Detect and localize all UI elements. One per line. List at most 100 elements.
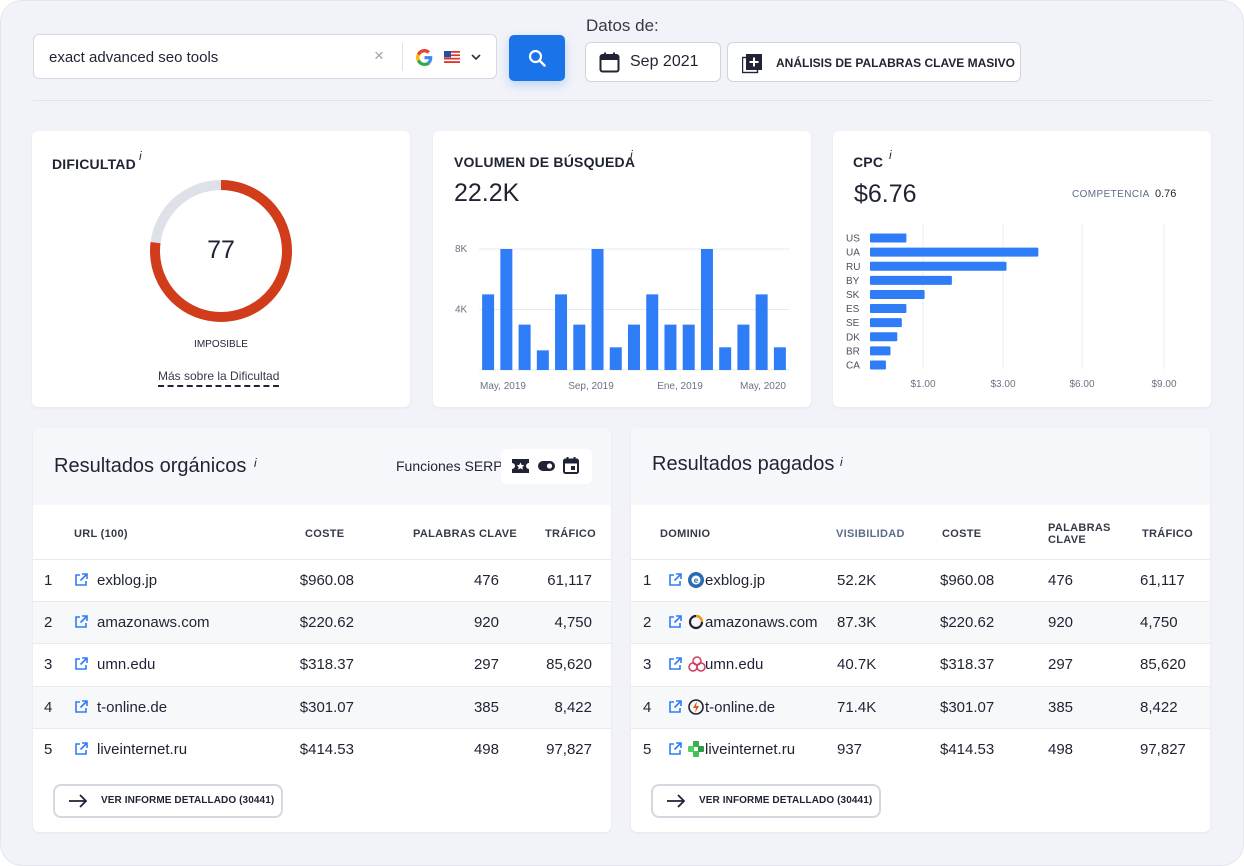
external-link-icon[interactable] — [74, 699, 88, 719]
table-row[interactable] — [33, 727, 611, 770]
difficulty-value: 77 — [207, 236, 235, 264]
result-domain[interactable]: exblog.jp — [705, 572, 766, 589]
keywords-value: 498 — [473, 740, 499, 758]
result-url[interactable]: umn.edu — [97, 656, 156, 674]
serp-features-group[interactable] — [501, 449, 592, 484]
volume-value: 22.2K — [454, 179, 520, 207]
keywords-value: 498 — [1048, 740, 1074, 758]
arrow-right-icon — [667, 794, 686, 808]
external-link-icon[interactable] — [74, 741, 88, 761]
paid-title: Resultados pagados — [652, 453, 835, 475]
calendar-icon — [599, 52, 620, 73]
info-icon[interactable]: i — [139, 149, 142, 163]
col-traffic[interactable]: TRÁFICO — [545, 528, 596, 540]
traffic-value: 85,620 — [1140, 656, 1186, 674]
external-link-icon[interactable] — [74, 615, 88, 634]
cost-value: $220.62 — [299, 614, 354, 632]
col-cost[interactable]: COSTE — [305, 528, 345, 540]
row-number: 4 — [643, 698, 652, 716]
external-link-icon[interactable] — [74, 573, 88, 592]
volume-bar — [755, 294, 768, 370]
result-url[interactable]: t-online.de — [97, 698, 168, 716]
toggle-icon[interactable] — [538, 461, 555, 471]
external-link-icon[interactable] — [668, 741, 682, 761]
table-row[interactable] — [33, 601, 611, 644]
x-tick-label: May, 2019 — [480, 381, 526, 392]
table-row[interactable] — [631, 727, 1210, 770]
col-traffic[interactable]: TRÁFICO — [1142, 528, 1193, 540]
difficulty-more-link[interactable]: Más sobre la Dificultad — [158, 369, 280, 387]
report-button-label: VER INFORME DETALLADO (30441) — [101, 795, 275, 806]
cpc-bar — [870, 247, 1039, 257]
table-row[interactable] — [631, 601, 1210, 644]
external-link-icon[interactable] — [74, 657, 88, 676]
us-flag-icon[interactable] — [444, 51, 460, 63]
result-url[interactable]: liveinternet.ru — [97, 740, 188, 758]
result-url[interactable]: amazonaws.com — [97, 614, 210, 632]
cpc-bar — [870, 233, 907, 243]
country-label: DK — [846, 332, 860, 343]
result-domain[interactable]: amazonaws.com — [705, 614, 818, 632]
date-label: Datos de: — [586, 16, 659, 35]
country-label: BR — [846, 346, 860, 357]
bulk-keyword-analysis-button[interactable]: ANÁLISIS DE PALABRAS CLAVE MASIVO — [727, 42, 1021, 82]
calendar-icon[interactable] — [563, 457, 579, 474]
keywords-value: 385 — [1048, 698, 1074, 716]
search-button[interactable] — [509, 35, 565, 81]
info-icon[interactable]: i — [840, 455, 843, 469]
row-number: 5 — [643, 740, 652, 758]
date-selector[interactable]: Sep 2021 — [585, 42, 721, 82]
cost-value: $414.53 — [940, 740, 995, 758]
row-number: 3 — [44, 656, 53, 674]
col-keywords[interactable]: PALABRAS CLAVE — [413, 528, 518, 540]
visibility-value: 40.7K — [837, 656, 877, 674]
result-domain[interactable]: umn.edu — [705, 656, 764, 674]
paid-detailed-report-button[interactable]: VER INFORME DETALLADO (30441) — [651, 784, 881, 818]
col-url[interactable]: URL (100) — [74, 528, 128, 540]
volume-bar-chart: 8K 4K May, 2019 Sep, 2019 Ene, 2019 May, 2020 — [455, 244, 789, 392]
ticket-icon[interactable] — [512, 459, 529, 473]
keyword-search-field[interactable]: exact advanced seo tools × — [33, 34, 497, 79]
volume-bar — [737, 324, 750, 370]
google-icon[interactable] — [416, 49, 433, 66]
col-domain[interactable]: DOMINIO — [660, 528, 711, 540]
table-row[interactable] — [631, 643, 1210, 686]
keywords-value: 476 — [1048, 572, 1074, 589]
table-row[interactable] — [33, 685, 611, 728]
col-cost[interactable]: COSTE — [942, 528, 982, 540]
result-domain[interactable]: t-online.de — [705, 698, 776, 716]
col-keywords-line2[interactable]: CLAVE — [1048, 534, 1086, 546]
volume-bar — [682, 324, 695, 370]
info-icon[interactable]: i — [889, 148, 892, 162]
table-row[interactable] — [33, 559, 611, 602]
visibility-value: 937 — [837, 740, 863, 758]
external-link-icon[interactable] — [668, 615, 682, 634]
external-link-icon[interactable] — [668, 657, 682, 676]
row-number: 2 — [44, 614, 53, 632]
organic-detailed-report-button[interactable]: VER INFORME DETALLADO (30441) — [53, 784, 283, 818]
chevron-down-icon[interactable] — [471, 54, 481, 61]
table-row[interactable] — [33, 643, 611, 686]
info-icon[interactable]: i — [630, 148, 633, 162]
cpc-value: $6.76 — [854, 180, 917, 208]
report-button-label: VER INFORME DETALLADO (30441) — [699, 795, 873, 806]
cost-value: $960.08 — [940, 572, 995, 589]
col-keywords-line1[interactable]: PALABRAS — [1048, 522, 1111, 534]
external-link-icon[interactable] — [668, 573, 682, 592]
table-row[interactable] — [631, 685, 1210, 728]
keywords-value: 920 — [1048, 614, 1074, 632]
row-divider — [631, 559, 1210, 560]
cpc-title: CPC — [853, 154, 884, 170]
result-url[interactable]: exblog.jp — [97, 572, 158, 589]
external-link-icon[interactable] — [668, 699, 682, 719]
clear-icon[interactable]: × — [374, 46, 384, 65]
search-input[interactable]: exact advanced seo tools — [49, 49, 219, 66]
difficulty-card: DIFICULTAD i 77 IMPOSIBLE Más sobre la D… — [32, 131, 410, 407]
cost-value: $960.08 — [299, 572, 354, 589]
col-visibility[interactable]: VISIBILIDAD — [836, 528, 905, 540]
traffic-value: 4,750 — [1140, 614, 1178, 632]
info-icon[interactable]: i — [254, 456, 257, 470]
table-row[interactable] — [631, 559, 1210, 602]
result-domain[interactable]: liveinternet.ru — [705, 740, 796, 758]
difficulty-gauge-fill — [150, 180, 292, 322]
